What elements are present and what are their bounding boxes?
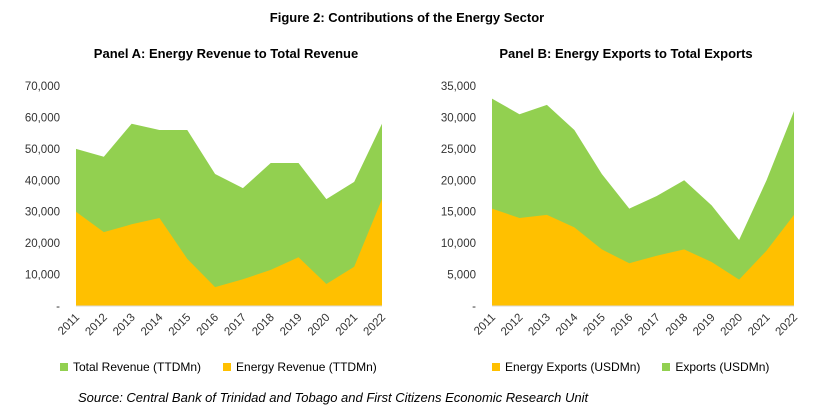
legend-swatch: [662, 363, 671, 371]
x-tick-label: 2011: [472, 312, 498, 338]
y-tick-label: 35,000: [441, 81, 476, 93]
y-tick-label: 70,000: [25, 81, 60, 93]
y-tick-label: 10,000: [25, 270, 60, 282]
x-tick-label: 2013: [526, 312, 553, 339]
x-tick-label: 2018: [250, 312, 277, 339]
x-tick-label: 2016: [609, 312, 636, 339]
legend-item-energy-exports: Energy Exports (USDMn): [492, 360, 640, 374]
y-tick-label: 15,000: [441, 207, 476, 219]
x-tick-label: 2014: [139, 311, 166, 338]
legend-swatch: [492, 363, 500, 371]
y-tick-label: 5,000: [447, 270, 476, 282]
panel-a-title: Panel A: Energy Revenue to Total Revenue: [93, 46, 359, 61]
panel-b-chart: - 5,000 10,000 15,000 20,000 25,000 30,000 35,0…: [441, 81, 800, 338]
x-tick-label: 2016: [195, 312, 222, 339]
x-tick-label: 2011: [56, 312, 82, 338]
x-tick-label: 2014: [554, 311, 581, 338]
panel-b-legend: Energy Exports (USDMn) Exports (USDMn): [492, 360, 791, 374]
y-tick-label: 40,000: [25, 175, 60, 187]
panel-a-chart: - 10,000 20,000 30,000 40,000 50,000 60,000 70,…: [25, 81, 388, 338]
x-tick-label: 2020: [306, 312, 333, 339]
y-tick-label: 30,000: [25, 207, 60, 219]
x-tick-label: 2019: [691, 312, 718, 339]
y-tick-label: -: [56, 301, 60, 313]
source-note: Source: Central Bank of Trinidad and Tob…: [78, 390, 589, 405]
x-tick-label: 2012: [83, 312, 110, 339]
y-tick-label: 20,000: [25, 238, 60, 250]
x-tick-label: 2022: [774, 312, 801, 339]
x-tick-label: 2022: [362, 312, 389, 339]
y-tick-label: -: [472, 301, 476, 313]
y-tick-label: 50,000: [25, 144, 60, 156]
legend-label: Energy Exports (USDMn): [505, 360, 641, 374]
area-energy-exports-usdmn: [492, 208, 794, 306]
x-tick-label: 2012: [499, 312, 526, 339]
y-tick-label: 25,000: [441, 144, 476, 156]
y-tick-label: 10,000: [441, 238, 476, 250]
legend-item-exports: Exports (USDMn): [662, 360, 769, 374]
figure-title: Figure 2: Contributions of the Energy Se…: [269, 10, 545, 25]
x-tick-label: 2021: [334, 312, 361, 339]
x-tick-label: 2013: [111, 312, 138, 339]
legend-label: Exports (USDMn): [675, 360, 770, 374]
x-tick-label: 2021: [746, 312, 773, 339]
x-tick-label: 2017: [222, 312, 249, 339]
x-tick-label: 2019: [278, 312, 305, 339]
area-energy-revenue-ttdmn: [76, 199, 382, 306]
y-tick-label: 60,000: [25, 112, 60, 124]
x-tick-label: 2015: [581, 312, 608, 339]
x-tick-label: 2015: [167, 312, 194, 339]
panel-b-title: Panel B: Energy Exports to Total Exports: [499, 46, 753, 61]
legend-label: Total Revenue (TTDMn): [73, 360, 202, 374]
x-tick-label: 2017: [636, 312, 663, 339]
x-tick-label: 2020: [719, 312, 746, 339]
legend-label: Energy Revenue (TTDMn): [236, 360, 377, 374]
legend-item-energy-revenue: Energy Revenue (TTDMn): [223, 360, 377, 374]
x-tick-label: 2018: [664, 312, 691, 339]
y-tick-label: 20,000: [441, 175, 476, 187]
legend-swatch: [60, 363, 68, 371]
legend-item-total-revenue: Total Revenue (TTDMn): [60, 360, 201, 374]
panel-a-legend: Total Revenue (TTDMn) Energy Revenue (TT…: [60, 360, 399, 374]
y-tick-label: 30,000: [441, 112, 476, 124]
legend-swatch: [223, 363, 232, 371]
